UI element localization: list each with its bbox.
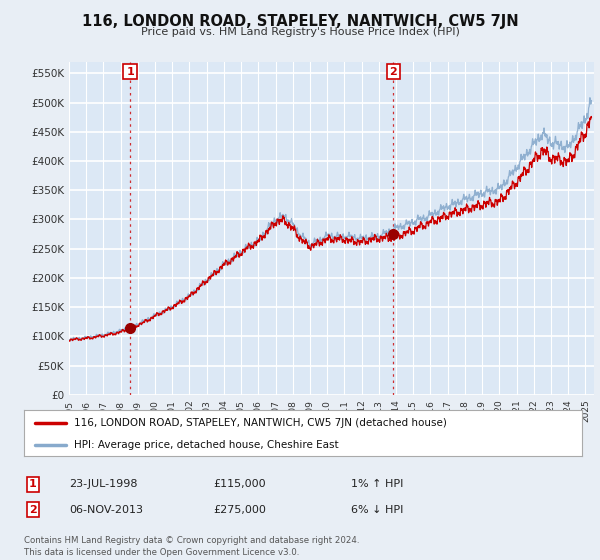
Text: 2: 2 <box>29 505 37 515</box>
Text: £115,000: £115,000 <box>213 479 266 489</box>
Text: 1% ↑ HPI: 1% ↑ HPI <box>351 479 403 489</box>
Text: Price paid vs. HM Land Registry's House Price Index (HPI): Price paid vs. HM Land Registry's House … <box>140 27 460 37</box>
Text: 1: 1 <box>29 479 37 489</box>
Text: 1: 1 <box>126 67 134 77</box>
Text: 116, LONDON ROAD, STAPELEY, NANTWICH, CW5 7JN: 116, LONDON ROAD, STAPELEY, NANTWICH, CW… <box>82 14 518 29</box>
Text: Contains HM Land Registry data © Crown copyright and database right 2024.
This d: Contains HM Land Registry data © Crown c… <box>24 536 359 557</box>
Text: HPI: Average price, detached house, Cheshire East: HPI: Average price, detached house, Ches… <box>74 440 339 450</box>
Text: 116, LONDON ROAD, STAPELEY, NANTWICH, CW5 7JN (detached house): 116, LONDON ROAD, STAPELEY, NANTWICH, CW… <box>74 418 447 428</box>
Text: 6% ↓ HPI: 6% ↓ HPI <box>351 505 403 515</box>
Text: 06-NOV-2013: 06-NOV-2013 <box>69 505 143 515</box>
Text: 23-JUL-1998: 23-JUL-1998 <box>69 479 137 489</box>
Text: 2: 2 <box>389 67 397 77</box>
Text: £275,000: £275,000 <box>213 505 266 515</box>
